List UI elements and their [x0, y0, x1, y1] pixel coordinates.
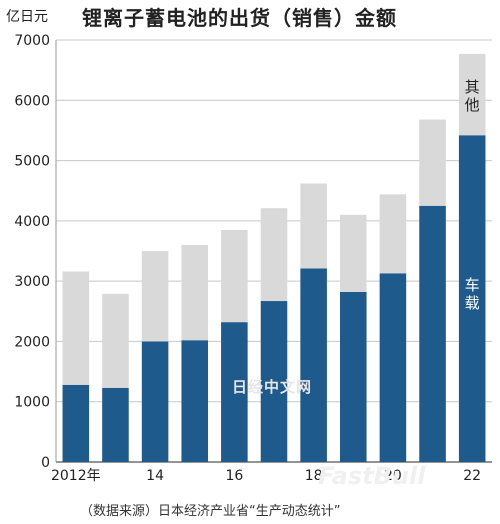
y-tick-label: 0 [41, 455, 50, 471]
bar-segment-other [458, 53, 486, 136]
x-tick-label: 2012年 [51, 468, 101, 484]
bar-segment-other [260, 208, 288, 302]
watermark-nikkei: 日经中文网 [232, 378, 313, 396]
bar-segment-other [221, 229, 248, 323]
bar-segment-vehicle [181, 340, 209, 462]
bars [62, 53, 486, 463]
bar-segment-vehicle [339, 291, 367, 462]
chart-title: 锂离子蓄电池的出货（销售）金额 [82, 6, 397, 30]
bar-segment-vehicle [62, 384, 90, 462]
y-tick-label: 3000 [14, 274, 50, 290]
series-label-char: 载 [465, 294, 480, 312]
bar-segment-other [379, 194, 407, 274]
bar-segment-vehicle [260, 301, 288, 462]
y-tick-label: 2000 [14, 334, 50, 350]
x-tick-label: 18 [305, 468, 323, 484]
bar-segment-vehicle [458, 135, 486, 462]
y-tick-label: 4000 [14, 214, 50, 230]
bar-segment-other [141, 251, 169, 342]
y-tick-label: 1000 [14, 395, 50, 411]
bar-segment-other [300, 183, 327, 269]
x-tick-label: 16 [225, 468, 243, 484]
bar-segment-vehicle [379, 273, 407, 462]
bar-segment-vehicle [141, 341, 169, 462]
x-tick-label: 14 [146, 468, 164, 484]
series-label-char: 其 [465, 78, 480, 96]
x-tick-label: 22 [463, 468, 481, 484]
bar-segment-other [419, 119, 446, 206]
y-axis-unit-label: 亿日元 [6, 9, 48, 25]
bar-segment-vehicle [419, 205, 446, 463]
watermark-fastbull: FastBull [318, 462, 426, 490]
bar-segment-other [339, 214, 367, 292]
series-label-char: 车 [465, 276, 480, 294]
x-tick-label: 20 [384, 468, 402, 484]
x-axis-ticks: 2012年 14 16 18 20 22 [51, 468, 481, 484]
bar-segment-other [102, 293, 129, 388]
source-note: （数据来源）日本经济产业省“生产动态统计” [80, 504, 341, 519]
y-tick-label: 7000 [14, 33, 50, 49]
bar-segment-vehicle [221, 322, 248, 462]
y-tick-label: 6000 [14, 93, 50, 109]
bar-segment-vehicle [102, 387, 129, 462]
bar-segment-vehicle [300, 268, 327, 462]
bar-segment-other [181, 244, 209, 341]
bar-segment-other [62, 271, 90, 385]
series-label-char: 他 [465, 96, 480, 114]
y-tick-label: 5000 [14, 154, 50, 170]
y-axis-ticks: 0 1000 2000 3000 4000 5000 6000 7000 [14, 33, 50, 471]
